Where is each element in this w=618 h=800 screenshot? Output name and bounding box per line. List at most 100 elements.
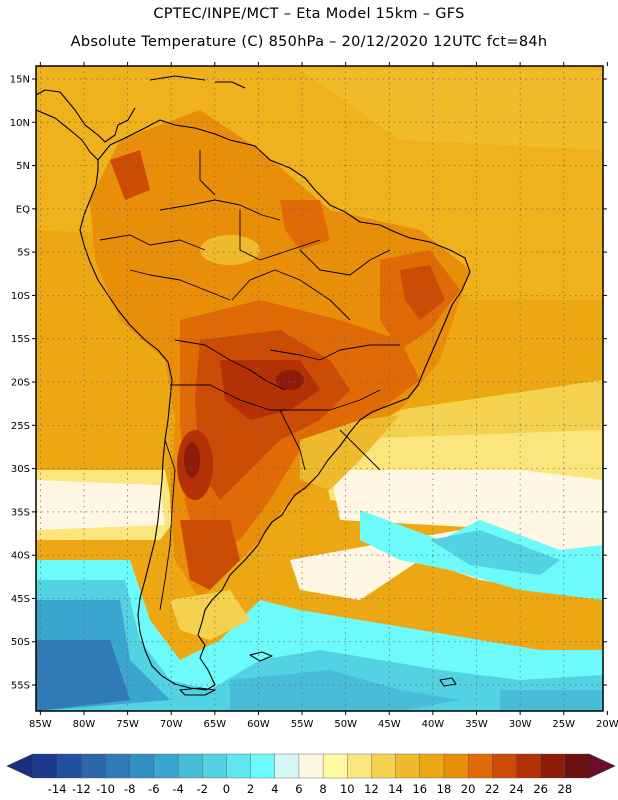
lon-label: 85W	[29, 719, 52, 730]
colorbar-swatch	[177, 753, 203, 779]
colorbar-swatch	[322, 753, 348, 779]
colorbar-label: -10	[96, 782, 115, 796]
lat-label: 15N	[10, 74, 30, 85]
lon-label: 45W	[378, 719, 401, 730]
colorbar-swatch	[153, 753, 179, 779]
colorbar-label: 12	[364, 782, 379, 796]
border-5	[170, 384, 330, 411]
colorbar-label: 4	[271, 782, 278, 796]
border-8	[239, 210, 321, 261]
longitude-axis: 85W 80W 75W 70W 65W 60W 55W 50W 45W 40W 35W 30W 25W 2…	[29, 62, 618, 730]
border-9	[199, 150, 216, 196]
colorbar-label: 10	[340, 782, 355, 796]
border-12	[159, 439, 176, 611]
lat-label: 10N	[10, 118, 30, 129]
border-14	[329, 389, 381, 411]
colorbar-label: -14	[48, 782, 67, 796]
coastlines	[36, 75, 471, 696]
central-america-coast	[36, 89, 136, 143]
colorbar-label: 8	[319, 782, 326, 796]
border-1	[159, 199, 281, 221]
colorbar-swatch	[467, 753, 493, 779]
border-3	[129, 269, 231, 301]
latitude-axis: 15N 10N 5N EQ 5S 10S 15S 20S 25S 30S 35S 40S 45S 50S 5…	[10, 74, 607, 692]
lon-label: 75W	[116, 719, 139, 730]
lat-label: 45S	[11, 594, 30, 605]
lat-label: 50S	[11, 637, 30, 648]
lat-label: 55S	[11, 681, 30, 692]
colorbar-label: -2	[196, 782, 207, 796]
border-7	[231, 269, 351, 321]
colorbar-swatch	[395, 753, 421, 779]
title-line-2: Absolute Temperature (C) 850hPa – 20/12/…	[70, 34, 548, 50]
lon-label: 65W	[204, 719, 227, 730]
colorbar-labels: -14 -12 -10 -8 -6 -4 -2 0 2 4 6 8 10 12 14 16 18 20 22 24 26…	[48, 782, 572, 796]
colorbar-label: -6	[148, 782, 159, 796]
map-frame	[35, 65, 604, 712]
border-13	[299, 249, 391, 276]
lon-label: 35W	[465, 719, 488, 730]
colorbar	[6, 753, 616, 779]
caribbean-islands-2	[215, 81, 246, 89]
colorbar-swatch	[81, 753, 107, 779]
lon-label: 20W	[596, 719, 618, 730]
colorbar-swatch	[105, 753, 131, 779]
central-america-pacific	[36, 109, 99, 161]
colorbar-swatch	[226, 753, 252, 779]
colorbar-swatch	[371, 753, 397, 779]
colorbar-swatch	[540, 753, 566, 779]
lat-label: 35S	[11, 507, 30, 518]
colorbar-label: 0	[223, 782, 230, 796]
border-6	[279, 409, 306, 471]
colorbar-label: -12	[72, 782, 91, 796]
colorbar-swatch	[443, 753, 469, 779]
lon-label: 25W	[552, 719, 575, 730]
colorbar-label: 24	[509, 782, 524, 796]
lon-label: 50W	[334, 719, 357, 730]
colorbar-swatch	[492, 753, 517, 779]
colorbar-swatch	[32, 753, 58, 779]
colorbar-swatch	[516, 753, 542, 779]
lon-label: 55W	[291, 719, 314, 730]
lat-label: 20S	[11, 378, 30, 389]
lat-label: 5N	[16, 161, 30, 172]
colorbar-label: 16	[412, 782, 427, 796]
lon-label: 40W	[422, 719, 445, 730]
lon-label: 80W	[73, 719, 96, 730]
colorbar-swatch	[250, 753, 276, 779]
border-2	[99, 234, 206, 251]
border-10	[269, 344, 400, 361]
colorbar-swatch	[202, 753, 227, 779]
colorbar-label: 28	[558, 782, 573, 796]
lon-label: 30W	[509, 719, 532, 730]
colorbar-swatch	[56, 753, 82, 779]
graticule	[36, 66, 603, 711]
lat-label: EQ	[16, 204, 30, 215]
lat-label: 25S	[11, 421, 30, 432]
colorbar-label: 18	[437, 782, 452, 796]
colorbar-swatch	[419, 753, 445, 779]
colorbar-under-arrow	[6, 753, 34, 779]
colorbar-label: 6	[295, 782, 302, 796]
south-america-coast	[79, 119, 471, 691]
title-line-1: CPTEC/INPE/MCT – Eta Model 15km – GFS	[153, 6, 465, 22]
border-11	[339, 429, 381, 471]
colorbar-over-arrow	[588, 753, 616, 779]
colorbar-label: 2	[247, 782, 254, 796]
lat-label: 5S	[17, 248, 30, 259]
colorbar-swatch	[274, 753, 300, 779]
colorbar-label: -8	[124, 782, 135, 796]
lon-label: 60W	[247, 719, 270, 730]
colorbar-label: 20	[461, 782, 476, 796]
lat-label: 30S	[11, 464, 30, 475]
colorbar-label: 26	[533, 782, 548, 796]
lat-label: 15S	[11, 334, 30, 345]
falkland-islands	[249, 651, 273, 662]
colorbar-label: 14	[388, 782, 403, 796]
south-georgia	[439, 677, 457, 687]
colorbar-swatch	[347, 753, 372, 779]
lon-label: 70W	[160, 719, 183, 730]
lat-label: 10S	[11, 291, 30, 302]
colorbar-swatch	[564, 753, 590, 779]
